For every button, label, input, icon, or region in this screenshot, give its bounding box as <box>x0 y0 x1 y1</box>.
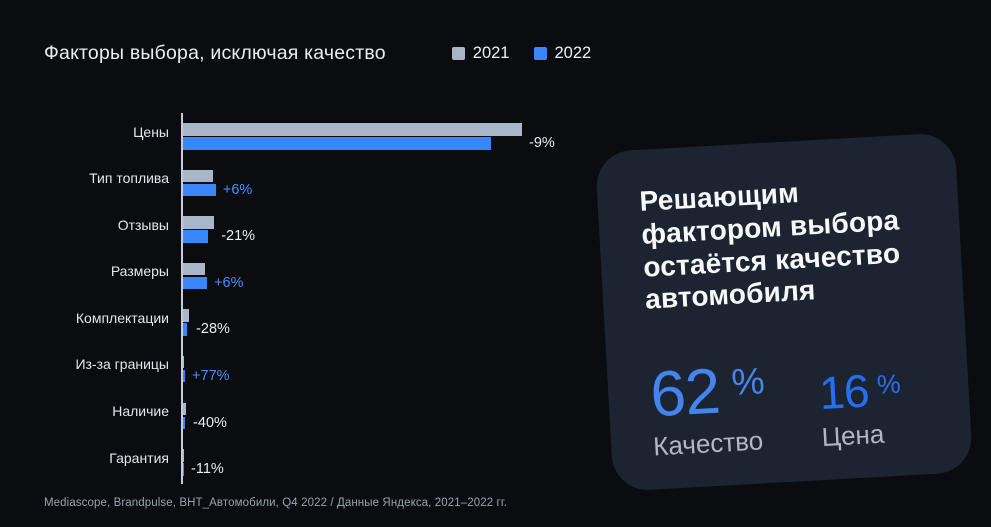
category-label: Размеры <box>110 263 169 280</box>
chart-row: Тип топлива +6% <box>44 160 604 207</box>
chart-rows: Цены -9% Тип топлива +6% Отзывы -21% Размеры +6… <box>44 113 604 486</box>
bar-group: -21% <box>181 206 604 253</box>
change-label: +77% <box>192 367 230 384</box>
bar-2021 <box>183 123 522 136</box>
bar-2022 <box>183 323 188 336</box>
change-label: -28% <box>196 321 230 338</box>
bar-2022 <box>183 137 492 150</box>
change-label: -40% <box>193 414 227 431</box>
header: Факторы выбора, исключая качество 2021 20… <box>44 42 591 65</box>
legend-swatch-icon <box>451 47 465 60</box>
change-label: -9% <box>529 135 555 151</box>
axis-line <box>181 113 183 484</box>
bar-group: -40% <box>181 393 604 440</box>
bar-group: +6% <box>181 253 604 300</box>
bar-2022 <box>183 463 185 476</box>
bar-2022 <box>183 183 216 197</box>
chart-row: Отзывы -21% <box>44 206 604 253</box>
change-label: +6% <box>214 274 244 291</box>
bar-2021 <box>183 309 190 322</box>
highlight-card: Решающим фактором выбора остаётся качест… <box>594 132 974 492</box>
bar-2022 <box>183 369 186 383</box>
change-label: -11% <box>191 461 224 478</box>
chart-row: Размеры +6% <box>44 253 604 300</box>
category-label: Наличие <box>112 403 169 420</box>
category-label: Комплектации <box>75 309 169 326</box>
bar-2021 <box>183 216 215 229</box>
stat-Цена: 16 % Цена <box>818 361 904 452</box>
category-label: Отзывы <box>117 216 169 233</box>
bar-group: +6% <box>181 160 604 207</box>
category-label: Цены <box>133 123 169 140</box>
card-headline: Решающим фактором выбора остаётся качест… <box>638 177 901 315</box>
bar-2021 <box>183 355 185 369</box>
chart-row: Комплектации -28% <box>44 299 604 346</box>
bar-2021 <box>183 169 214 183</box>
stat-Качество: 62 % Качество <box>648 350 768 462</box>
stat-value: 16 % <box>817 363 902 419</box>
stat-label: Качество <box>652 425 764 462</box>
legend-item-2021: 2021 <box>451 44 510 63</box>
legend-label: 2021 <box>472 44 510 62</box>
bar-2021 <box>183 449 185 462</box>
source-note: Mediascope, Brandpulse, BHT_Автомобили, … <box>44 497 508 509</box>
legend-label: 2022 <box>554 44 592 62</box>
legend-swatch-icon <box>533 47 547 60</box>
chart-row: Из-за границы +77% <box>44 346 604 393</box>
card-stats: 62 % Качество 16 % Цена <box>648 341 929 462</box>
percent-sign: % <box>730 359 766 404</box>
category-label: Из-за границы <box>75 356 169 373</box>
bar-2022 <box>183 230 209 243</box>
bar-2022 <box>183 416 186 430</box>
bar-group: -9% <box>181 113 604 160</box>
percent-sign: % <box>876 368 902 400</box>
chart-row: Цены -9% <box>44 113 604 160</box>
bar-group: -28% <box>181 299 604 346</box>
bar-group: +77% <box>181 346 604 393</box>
change-label: +6% <box>222 181 253 198</box>
stat-value: 62 % <box>648 353 766 431</box>
category-label: Тип топлива <box>89 170 169 187</box>
chart-row: Гарантия -11% <box>44 439 604 486</box>
chart-title: Факторы выбора, исключая качество <box>44 42 386 64</box>
bar-2021 <box>183 402 187 416</box>
legend: 2021 2022 <box>451 44 592 63</box>
category-label: Гарантия <box>109 449 169 466</box>
bar-chart: Цены -9% Тип топлива +6% Отзывы -21% Размеры +6… <box>44 113 604 486</box>
bar-2022 <box>183 276 208 290</box>
bar-2021 <box>183 262 205 276</box>
chart-row: Наличие -40% <box>44 393 604 440</box>
change-label: -21% <box>221 228 256 245</box>
legend-item-2022: 2022 <box>533 44 592 63</box>
bar-group: -11% <box>181 439 604 486</box>
stat-label: Цена <box>820 418 886 452</box>
